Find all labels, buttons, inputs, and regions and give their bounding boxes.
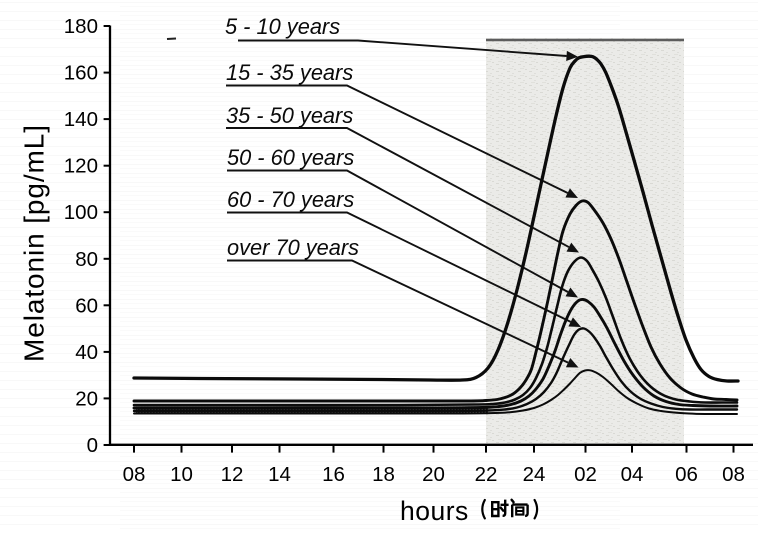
svg-text:22: 22 bbox=[475, 463, 498, 486]
svg-text:60 - 70 years: 60 - 70 years bbox=[227, 187, 354, 212]
svg-text:12: 12 bbox=[221, 463, 244, 486]
svg-text:100: 100 bbox=[64, 201, 98, 224]
svg-text:08: 08 bbox=[722, 463, 745, 486]
svg-text:04: 04 bbox=[621, 463, 644, 486]
svg-text:160: 160 bbox=[64, 62, 98, 85]
svg-text:hours: hours bbox=[400, 496, 469, 526]
svg-text:15 - 35 years: 15 - 35 years bbox=[226, 60, 353, 85]
svg-text:14: 14 bbox=[268, 463, 291, 486]
svg-text:40: 40 bbox=[75, 341, 98, 364]
svg-text:120: 120 bbox=[64, 155, 98, 178]
svg-text:16: 16 bbox=[322, 463, 345, 486]
svg-text:20: 20 bbox=[422, 463, 445, 486]
svg-text:08: 08 bbox=[123, 463, 146, 486]
svg-text:06: 06 bbox=[675, 463, 698, 486]
svg-text:10: 10 bbox=[170, 463, 193, 486]
svg-text:24: 24 bbox=[523, 463, 546, 486]
svg-text:Melatonin [pg/mL]: Melatonin [pg/mL] bbox=[19, 124, 50, 362]
svg-text:140: 140 bbox=[64, 108, 98, 131]
svg-text:18: 18 bbox=[372, 463, 395, 486]
svg-text:5 - 10 years: 5 - 10 years bbox=[225, 14, 340, 39]
svg-text:35 - 50 years: 35 - 50 years bbox=[226, 103, 353, 128]
svg-text:180: 180 bbox=[64, 15, 98, 38]
svg-text:02: 02 bbox=[574, 463, 597, 486]
svg-text:over 70 years: over 70 years bbox=[227, 235, 359, 260]
svg-text:0: 0 bbox=[87, 434, 98, 457]
svg-text:20: 20 bbox=[75, 387, 98, 410]
svg-text:50 - 60 years: 50 - 60 years bbox=[227, 145, 354, 170]
svg-text:60: 60 bbox=[75, 294, 98, 317]
svg-text:80: 80 bbox=[75, 248, 98, 271]
